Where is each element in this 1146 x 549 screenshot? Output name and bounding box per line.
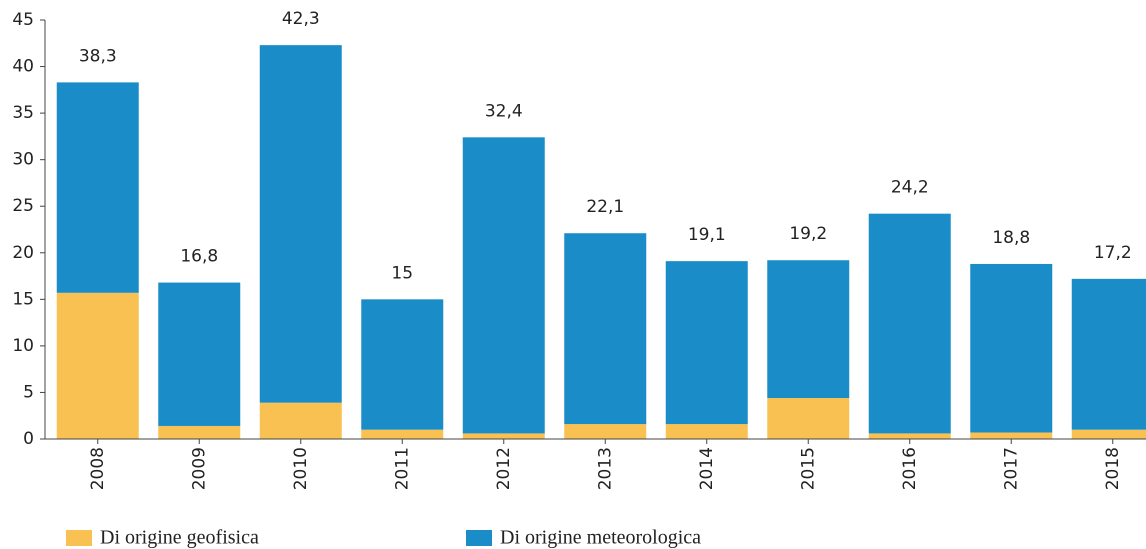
x-tick-label: 2010 [291, 447, 311, 490]
bar-segment [56, 292, 139, 439]
bar-segment [767, 398, 850, 439]
total-label: 16,8 [180, 247, 218, 267]
x-tick-label: 2016 [900, 447, 920, 490]
bar-segment [868, 213, 951, 434]
y-tick-label: 35 [12, 103, 34, 123]
x-tick-label: 2018 [1103, 447, 1123, 490]
y-tick-label: 0 [23, 429, 34, 449]
bar-segment [259, 45, 342, 403]
bar-segment [361, 299, 444, 430]
y-tick-label: 45 [12, 10, 34, 30]
total-label: 19,2 [789, 224, 827, 244]
bar-segment [56, 82, 139, 293]
bar-segment [1071, 278, 1146, 430]
bar-segment [868, 433, 951, 439]
bar-segment [564, 233, 647, 425]
bar-segment [665, 424, 748, 439]
x-tick-label: 2017 [1001, 447, 1021, 490]
y-tick-label: 15 [12, 289, 34, 309]
y-tick-label: 25 [12, 196, 34, 216]
x-tick-label: 2015 [798, 447, 818, 490]
legend-swatch [466, 530, 492, 546]
total-label: 22,1 [586, 197, 624, 217]
total-label: 18,8 [992, 228, 1030, 248]
total-label: 17,2 [1094, 243, 1132, 263]
bar-segment [767, 260, 850, 399]
x-tick-label: 2014 [697, 447, 717, 490]
bar-segment [970, 432, 1053, 439]
x-tick-label: 2013 [595, 447, 615, 490]
total-label: 19,1 [688, 225, 726, 245]
x-tick-label: 2011 [392, 447, 412, 490]
bar-segment [462, 433, 545, 439]
y-tick-label: 30 [12, 150, 34, 170]
bar-segment [970, 263, 1053, 433]
bar-segment [158, 282, 241, 426]
total-label: 24,2 [891, 178, 929, 198]
x-tick-label: 2008 [88, 447, 108, 490]
x-tick-label: 2009 [189, 447, 209, 490]
total-label: 38,3 [79, 46, 117, 66]
bar-segment [462, 137, 545, 434]
y-tick-label: 20 [12, 243, 34, 263]
y-tick-label: 5 [23, 382, 34, 402]
y-tick-label: 10 [12, 336, 34, 356]
y-tick-label: 40 [12, 57, 34, 77]
legend-label: Di origine meteorologica [500, 527, 701, 549]
total-label: 42,3 [282, 9, 320, 29]
x-tick-label: 2012 [494, 447, 514, 490]
bar-segment [665, 261, 748, 425]
total-label: 15 [391, 263, 413, 283]
bar-segment [158, 425, 241, 439]
bar-segment [1071, 429, 1146, 439]
legend-label: Di origine geofisica [100, 527, 259, 549]
total-label: 32,4 [485, 101, 523, 121]
bar-segment [361, 429, 444, 439]
bar-segment [259, 402, 342, 439]
bar-segment [564, 424, 647, 439]
legend-swatch [66, 530, 92, 546]
